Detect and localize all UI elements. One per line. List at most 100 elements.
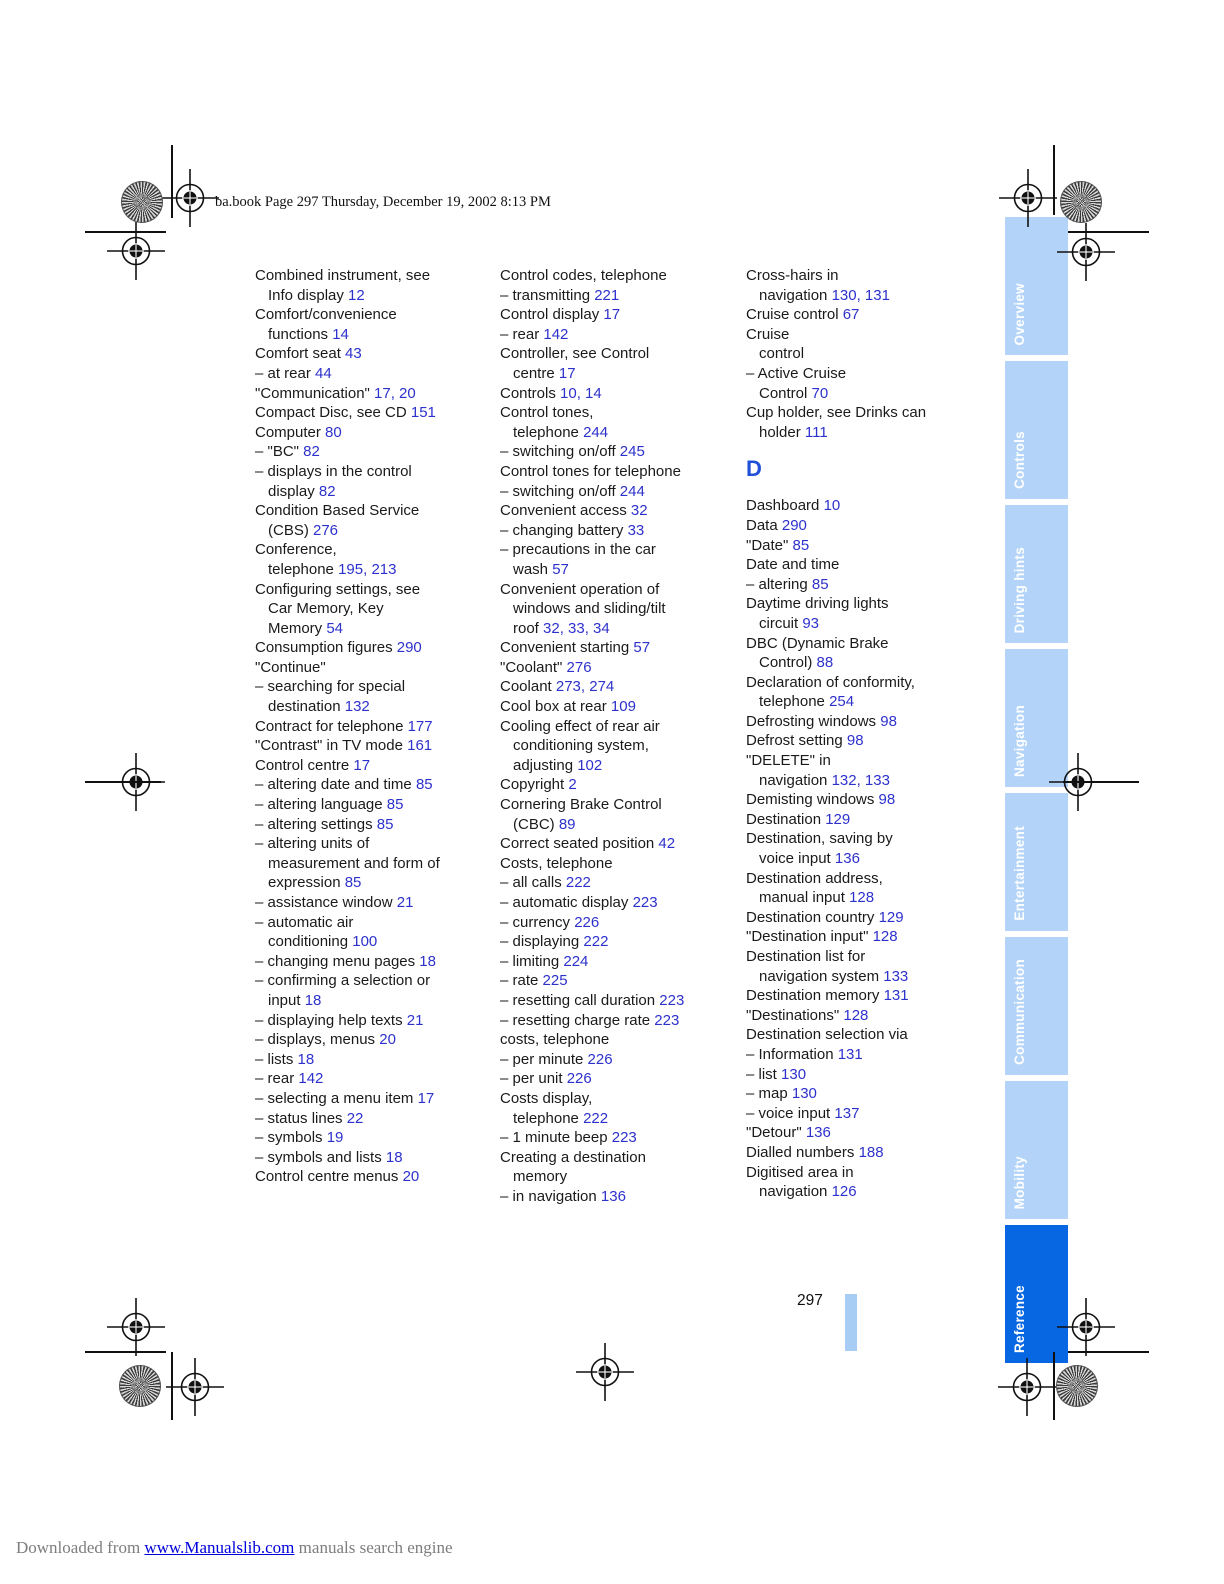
page-ref-link[interactable]: 100 (352, 933, 378, 951)
page-ref-link[interactable]: 18 (419, 952, 436, 970)
page-ref-link[interactable]: 130, 131 (831, 286, 890, 304)
page-ref-link[interactable]: 82 (303, 443, 320, 461)
page-ref-link[interactable]: 137 (834, 1104, 860, 1122)
page-ref-link[interactable]: 88 (816, 654, 834, 672)
page-ref-link[interactable]: 276 (313, 521, 339, 539)
page-ref-link[interactable]: 221 (594, 286, 620, 304)
page-ref-link[interactable]: 226 (574, 913, 600, 931)
page-ref-link[interactable]: 195, 213 (338, 560, 397, 578)
page-ref-link[interactable]: 32 (630, 502, 648, 520)
manualslib-link[interactable]: www.Manualslib.com (144, 1538, 295, 1557)
page-ref-link[interactable]: 222 (583, 933, 609, 951)
page-ref-link[interactable]: 93 (802, 614, 820, 632)
page-ref-link[interactable]: 32, 33, 34 (543, 619, 610, 637)
page-ref-link[interactable]: 18 (385, 1148, 403, 1166)
page-ref-link[interactable]: 98 (880, 712, 897, 730)
page-ref-link[interactable]: 43 (345, 345, 362, 363)
page-ref-link[interactable]: 188 (858, 1143, 884, 1161)
page-ref-link[interactable]: 226 (566, 1070, 592, 1088)
page-ref-link[interactable]: 142 (543, 325, 569, 343)
page-ref-link[interactable]: 57 (552, 560, 569, 578)
page-ref-link[interactable]: 223 (611, 1129, 637, 1147)
page-ref-link[interactable]: 70 (811, 384, 829, 402)
page-ref-link[interactable]: 82 (318, 482, 336, 500)
page-ref-link[interactable]: 57 (633, 639, 651, 657)
page-ref-link[interactable]: 20 (402, 1168, 420, 1186)
page-ref-link[interactable]: 18 (304, 991, 322, 1009)
index-line: – rear 142 (255, 1069, 481, 1089)
page-ref-link[interactable]: 85 (344, 874, 362, 892)
page-ref-link[interactable]: 128 (872, 928, 898, 946)
page-ref-link[interactable]: 98 (878, 791, 896, 809)
page-ref-link[interactable]: 17 (558, 364, 576, 382)
page-ref-link[interactable]: 12 (348, 286, 365, 304)
page-ref-link[interactable]: 136 (834, 850, 860, 868)
page-ref-link[interactable]: 85 (386, 796, 404, 814)
page-ref-link[interactable]: 22 (346, 1109, 364, 1127)
page-ref-link[interactable]: 10, 14 (560, 384, 602, 402)
page-ref-link[interactable]: 21 (406, 1011, 424, 1029)
page-ref-link[interactable]: 222 (583, 1109, 609, 1127)
page-ref-link[interactable]: 276 (566, 658, 592, 676)
page-ref-link[interactable]: 130 (791, 1085, 817, 1103)
page-ref-link[interactable]: 85 (415, 776, 433, 794)
page-ref-link[interactable]: 14 (332, 325, 349, 343)
page-ref-link[interactable]: 129 (825, 810, 851, 828)
page-ref-link[interactable]: 131 (883, 987, 909, 1005)
page-ref-link[interactable]: 225 (542, 972, 568, 990)
page-ref-link[interactable]: 19 (326, 1129, 344, 1147)
page-ref-link[interactable]: 222 (565, 874, 591, 892)
page-ref-link[interactable]: 17 (603, 306, 621, 324)
page-ref-link[interactable]: 254 (829, 693, 855, 711)
page-ref-link[interactable]: 223 (632, 894, 658, 911)
page-ref-link[interactable]: 89 (558, 815, 576, 833)
page-ref-link[interactable]: 21 (396, 894, 414, 911)
page-ref-link[interactable]: 244 (583, 423, 609, 441)
page-ref-link[interactable]: 18 (297, 1050, 315, 1068)
page-ref-link[interactable]: 161 (407, 737, 433, 755)
page-ref-link[interactable]: 111 (804, 423, 828, 441)
page-ref-link[interactable]: 17, 20 (374, 384, 416, 402)
page-ref-link[interactable]: 136 (805, 1124, 831, 1142)
page-ref-link[interactable]: 85 (811, 575, 829, 593)
page-ref-link[interactable]: 244 (619, 482, 645, 500)
page-ref-link[interactable]: 54 (326, 619, 344, 637)
page-ref-link[interactable]: 290 (781, 516, 807, 534)
page-ref-link[interactable]: 109 (610, 698, 636, 716)
page-ref-link[interactable]: 102 (577, 756, 603, 774)
page-ref-link[interactable]: 17 (417, 1089, 435, 1107)
page-ref-link[interactable]: 132, 133 (831, 771, 890, 789)
page-ref-link[interactable]: 132 (344, 698, 370, 716)
page-ref-link[interactable]: 223 (654, 1011, 680, 1029)
page-ref-link[interactable]: 136 (600, 1187, 626, 1205)
page-ref-link[interactable]: 17 (353, 756, 371, 774)
page-ref-link[interactable]: 177 (407, 717, 433, 735)
page-ref-link[interactable]: 151 (410, 404, 436, 422)
page-ref-link[interactable]: 142 (298, 1070, 324, 1088)
page-ref-link[interactable]: 2 (568, 776, 577, 794)
page-ref-link[interactable]: 20 (379, 1031, 396, 1049)
page-ref-link[interactable]: 245 (619, 443, 645, 461)
page-ref-link[interactable]: 290 (396, 639, 422, 657)
page-ref-link[interactable]: 130 (781, 1065, 807, 1083)
page-ref-link[interactable]: 224 (563, 952, 589, 970)
page-ref-link[interactable]: 85 (792, 536, 810, 554)
page-ref-link[interactable]: 131 (837, 1045, 863, 1063)
page-ref-link[interactable]: 10 (823, 497, 841, 515)
page-ref-link[interactable]: 128 (843, 1006, 869, 1024)
page-ref-link[interactable]: 44 (315, 364, 332, 382)
page-ref-link[interactable]: 129 (878, 908, 904, 926)
page-ref-link[interactable]: 226 (587, 1050, 613, 1068)
page-ref-link[interactable]: 33 (627, 521, 645, 539)
page-ref-link[interactable]: 67 (842, 306, 860, 324)
page-ref-link[interactable]: 98 (846, 732, 864, 750)
page-ref-link[interactable]: 42 (658, 835, 676, 853)
page-ref-link[interactable]: 133 (883, 967, 909, 985)
page-ref-link[interactable]: 273, 274 (555, 678, 615, 696)
page-ref-link[interactable]: 85 (376, 815, 394, 833)
page-ref-link[interactable]: 223 (659, 991, 685, 1009)
page-ref-link[interactable]: 80 (325, 423, 342, 441)
page-ref-link[interactable]: 128 (849, 889, 875, 907)
page-ref-link[interactable]: 126 (831, 1183, 857, 1201)
index-line: – altering language 85 (255, 795, 481, 815)
